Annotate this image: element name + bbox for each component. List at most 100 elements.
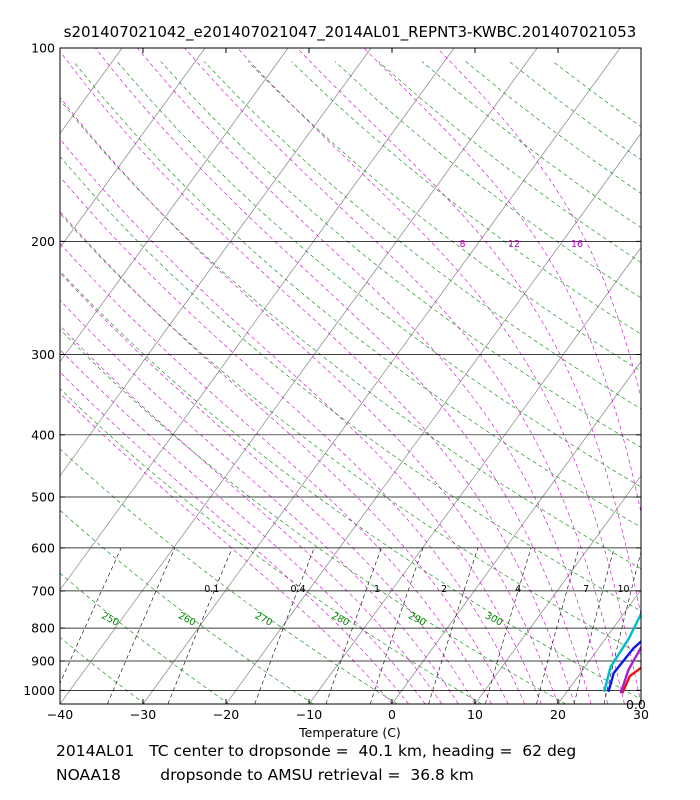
x-tick-label: −10 [296,707,322,722]
dry-adiabat-line [60,703,61,704]
moist-adiabat-line [137,48,609,704]
dry-adiabat-line [334,61,641,299]
moist-adiabat-label: 8 [459,239,465,250]
isotherm-line [225,132,641,704]
moist-adiabat-line [184,48,625,704]
moist-adiabat-line [60,138,542,704]
isotherm-line [60,48,289,363]
mixing-ratio-label: 0.4 [291,584,306,595]
footer-retrieval-line: NOAA18 dropsonde to AMSU retrieval = 36.… [56,766,474,784]
mixing-ratio-line [325,547,382,704]
mixing-ratio-label: 1 [374,584,380,595]
moist-adiabat-line [60,272,476,704]
moist-adiabat-line [60,371,409,704]
mixing-ratio-line [369,547,424,704]
moist-adiabat-line [60,349,426,704]
background-grid: 25026027028029030081216202428320.10.4124… [0,48,686,704]
isotherm-line [60,48,123,135]
isotherm-line [391,360,641,704]
dry-adiabat-line [73,61,641,528]
dry-adiabat-line [60,572,230,704]
corner-label: 0.0 [626,697,646,712]
moist-adiabat-line [60,242,492,704]
mixing-ratio-line [485,547,532,704]
x-tick-label: −30 [130,707,156,722]
dry-adiabat-line [60,448,398,704]
dry-adiabat-label: 260 [176,610,197,628]
y-tick-label: 600 [31,540,55,555]
dry-adiabat-line [552,61,641,128]
x-axis-label: Temperature (C) [298,725,401,740]
moist-adiabat-line [60,392,393,704]
skewt-chart: s201407021042_e201407021047_2014AL01_REP… [0,23,686,740]
isotherm-line [60,48,538,704]
moist-adiabat-line [95,48,592,704]
y-tick-label: 400 [31,427,55,442]
isotherm-line [474,475,641,704]
dry-adiabat-label: 300 [483,610,504,628]
dry-adiabat-line [60,388,482,704]
mixing-ratio-line [536,547,580,704]
mixing-ratio-label: 4 [515,584,521,595]
x-tick-label: 0 [388,707,396,722]
dry-adiabat-line [160,61,641,448]
y-tick-label: 200 [31,234,55,249]
mixing-ratio-label: 0.1 [204,584,219,595]
moist-adiabat-line [60,176,526,704]
mixing-ratio-line [167,547,233,704]
dry-adiabat-line [422,61,641,228]
moist-adiabat-line [60,325,443,704]
x-tick-label: −20 [213,707,239,722]
moist-adiabat-label: 12 [508,239,520,250]
mixing-ratio-label: 2 [441,584,447,595]
moist-adiabat-label: 16 [571,239,583,250]
plot-frame [59,47,642,705]
dry-adiabat-line [60,156,641,612]
mixing-ratio-line [428,547,479,704]
profile-line-2 [607,639,641,693]
dry-adiabat-line [378,61,641,263]
isotherm-line [557,589,641,704]
moist-adiabat-line [60,211,509,704]
isotherm-line [60,48,455,591]
profile-line-4 [619,645,641,694]
x-tick-label: 10 [467,707,483,722]
isotherm-line [60,48,206,249]
dry-adiabat-label: 290 [406,610,427,628]
dry-adiabat-line [60,328,566,704]
y-tick-label: 900 [31,654,55,669]
mixing-ratio-label: 7 [583,584,589,595]
moist-adiabat-label: 20 [651,239,663,250]
dry-adiabat-label: 250 [99,610,120,628]
footer-distance-line: 2014AL01 TC center to dropsonde = 40.1 k… [56,742,577,760]
y-tick-label: 500 [31,490,55,505]
isotherm-line [0,48,39,704]
dry-adiabat-label: 280 [330,610,351,628]
mixing-ratio-line [107,547,176,704]
dry-adiabat-line [60,270,641,700]
x-tick-label: −40 [47,707,73,722]
y-tick-label: 700 [31,583,55,598]
mixing-ratio-line [254,547,315,704]
dry-adiabat-line [60,509,314,704]
mixing-ratio-line [573,547,615,704]
y-tick-label: 100 [31,41,55,56]
mixing-ratio-line [60,547,122,684]
dry-adiabat-line [247,61,641,372]
moist-adiabat-line [237,48,641,704]
x-tick-label: 30 [633,707,649,722]
y-tick-label: 800 [31,621,55,636]
dry-adiabat-label: 270 [253,610,274,628]
dry-adiabat-line [116,61,641,488]
moist-adiabat-line [60,50,575,704]
moist-adiabat-line [60,96,559,704]
profile-line-3 [603,611,641,693]
mixing-ratio-label: 16 [674,584,686,595]
isotherm-line [640,703,641,704]
moist-adiabat-line [60,299,459,704]
isotherm-line [60,48,372,477]
dry-adiabat-line [291,61,641,335]
y-tick-label: 300 [31,347,55,362]
moist-adiabat-line [436,48,641,400]
